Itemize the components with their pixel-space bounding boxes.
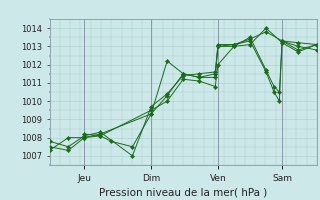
- X-axis label: Pression niveau de la mer( hPa ): Pression niveau de la mer( hPa ): [99, 187, 267, 197]
